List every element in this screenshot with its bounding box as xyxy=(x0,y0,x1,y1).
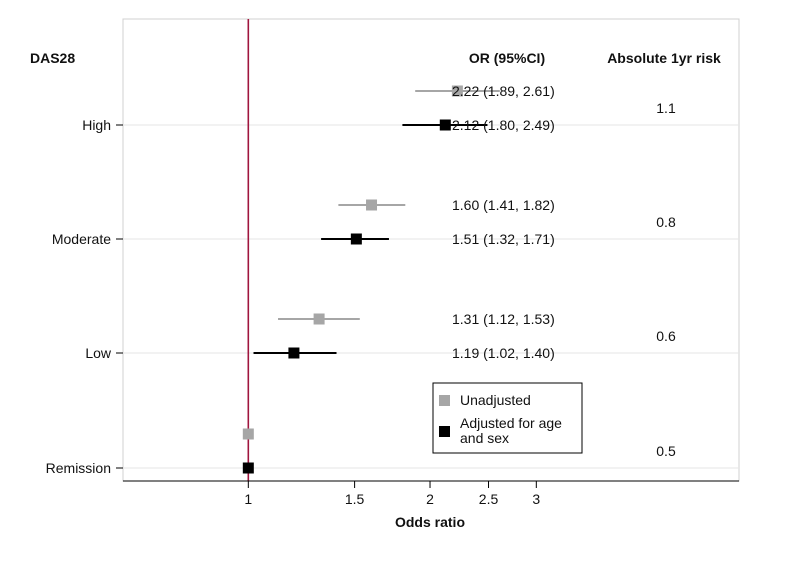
point-moderate-unadjusted xyxy=(366,199,378,211)
risk-value-high: 1.1 xyxy=(656,100,676,116)
x-tick-label-1: 1.5 xyxy=(345,491,365,507)
risk-value-low: 0.6 xyxy=(656,328,676,344)
or-column-header: OR (95%CI) xyxy=(469,50,545,66)
legend-label-adjusted-line2: and sex xyxy=(460,430,509,446)
point-low-adjusted xyxy=(288,347,300,359)
point-high-adjusted xyxy=(439,119,451,131)
or-text-column: 2.22 (1.89, 2.61) 2.12 (1.80, 2.49) 1.60 (… xyxy=(452,83,555,361)
risk-value-remission: 0.5 xyxy=(656,443,676,459)
or-text-low-adjusted: 1.19 (1.02, 1.40) xyxy=(452,345,555,361)
or-text-high-unadjusted: 2.22 (1.89, 2.61) xyxy=(452,83,555,99)
risk-value-moderate: 0.8 xyxy=(656,214,676,230)
row-header: DAS28 xyxy=(30,50,75,66)
legend-marker-unadjusted xyxy=(439,395,450,406)
point-remission-unadjusted xyxy=(242,428,254,440)
legend: Unadjusted Adjusted for age and sex xyxy=(432,382,583,454)
point-low-unadjusted xyxy=(313,313,325,325)
y-tick-labels: High Moderate Low Remission xyxy=(46,117,123,476)
x-tick-label-2: 2 xyxy=(426,491,434,507)
plot-area xyxy=(122,18,740,482)
y-tick-label-low: Low xyxy=(85,345,112,361)
or-text-moderate-adjusted: 1.51 (1.32, 1.71) xyxy=(452,231,555,247)
risk-text-column: 1.1 0.8 0.6 0.5 xyxy=(656,100,676,459)
point-moderate-adjusted xyxy=(350,233,362,245)
legend-label-adjusted-line1: Adjusted for age xyxy=(460,415,562,431)
or-text-high-adjusted: 2.12 (1.80, 2.49) xyxy=(452,117,555,133)
y-tick-label-high: High xyxy=(82,117,111,133)
x-axis-label: Odds ratio xyxy=(395,514,465,530)
point-high-unadjusted xyxy=(451,85,463,97)
legend-marker-adjusted xyxy=(439,426,450,437)
or-text-low-unadjusted: 1.31 (1.12, 1.53) xyxy=(452,311,555,327)
x-tick-label-3: 2.5 xyxy=(479,491,499,507)
x-tick-label-0: 1 xyxy=(244,491,252,507)
y-tick-label-remission: Remission xyxy=(46,460,111,476)
x-tick-label-4: 3 xyxy=(532,491,540,507)
gridlines xyxy=(123,124,739,469)
y-tick-label-moderate: Moderate xyxy=(52,231,111,247)
estimate-marks xyxy=(242,85,500,474)
or-text-moderate-unadjusted: 1.60 (1.41, 1.82) xyxy=(452,197,555,213)
legend-label-unadjusted: Unadjusted xyxy=(460,392,531,408)
risk-column-header: Absolute 1yr risk xyxy=(607,50,721,66)
point-remission-adjusted xyxy=(242,462,254,474)
x-axis: 1 1.5 2 2.5 3 xyxy=(123,480,739,507)
legend-box xyxy=(432,382,583,454)
